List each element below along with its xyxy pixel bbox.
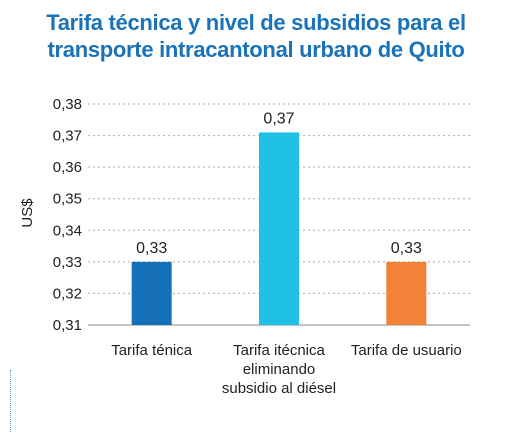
x-tick-label: Tarifa itécnica <box>233 342 325 359</box>
bar <box>386 261 427 325</box>
y-tick-label: 0,38 <box>53 96 82 113</box>
value-labels: 0,33 0,37 0,33 <box>136 110 422 256</box>
y-tick-label: 0,34 <box>53 222 82 239</box>
bar-value-label: 0,33 <box>391 240 422 257</box>
y-tick-label: 0,37 <box>53 128 82 145</box>
x-tick-label: Tarifa de usuario <box>351 342 462 359</box>
x-tick-label: eliminando <box>243 361 316 378</box>
bar-value-label: 0,37 <box>263 110 294 127</box>
chart-title: Tarifa técnica y nivel de subsidios para… <box>0 9 512 63</box>
y-axis-label: US$ <box>19 198 36 228</box>
bar-value-label: 0,33 <box>136 240 167 257</box>
y-tick-label: 0,31 <box>53 317 82 334</box>
y-tick-labels: 0,31 0,32 0,33 0,34 0,35 0,36 0,37 0,38 <box>53 96 82 334</box>
y-tick-label: 0,33 <box>53 254 82 271</box>
bar <box>259 132 299 325</box>
y-tick-label: 0,36 <box>53 159 82 176</box>
x-tick-labels: Tarifa ténica Tarifa itécnica eliminando su… <box>111 342 462 397</box>
bars <box>131 132 427 325</box>
bar <box>131 261 172 325</box>
y-tick-label: 0,32 <box>53 285 82 302</box>
chart-title-line-2: transporte intracantonal urbano de Quito <box>47 37 465 62</box>
chart-title-line-1: Tarifa técnica y nivel de subsidios para… <box>46 10 466 35</box>
y-tick-label: 0,35 <box>53 191 82 208</box>
decorative-dotted-rule <box>10 370 11 432</box>
x-tick-label: subsidio al diésel <box>222 380 336 397</box>
x-tick-label: Tarifa ténica <box>111 342 193 359</box>
